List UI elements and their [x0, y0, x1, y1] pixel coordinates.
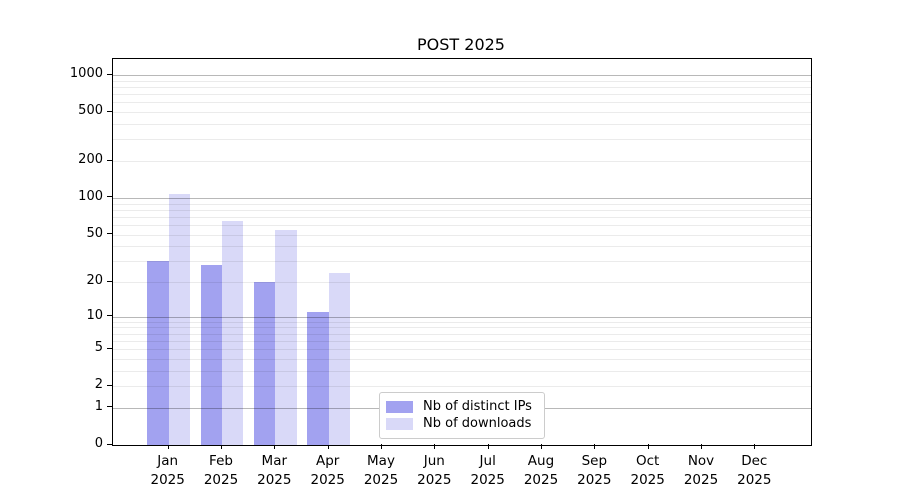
y-tick-mark	[107, 73, 112, 75]
legend-swatch-downloads	[386, 417, 413, 430]
y-tick-label: 10	[86, 307, 103, 323]
y-tick-label: 5	[94, 340, 103, 356]
y-tick-mark	[107, 347, 112, 349]
x-tick-mark	[221, 444, 222, 449]
y-tick-mark	[107, 384, 112, 386]
x-tick-label: May 2025	[363, 453, 399, 488]
y-tick-label: 50	[86, 225, 103, 241]
x-tick-label: Nov 2025	[683, 453, 719, 488]
y-tick-label: 1	[94, 398, 103, 414]
x-tick-label: Aug 2025	[523, 453, 559, 488]
y-tick-label: 1000	[69, 66, 103, 82]
legend-label-distinct-ips: Nb of distinct IPs	[423, 399, 532, 414]
y-tick-label: 100	[78, 188, 103, 204]
x-tick-mark	[541, 444, 542, 449]
bar-distinct-ips-mar-2025	[254, 282, 276, 445]
y-tick-mark	[107, 443, 112, 445]
plot-area: Nb of distinct IPs Nb of downloads	[112, 58, 812, 446]
bar-downloads-mar-2025	[275, 230, 297, 445]
x-tick-label: Dec 2025	[737, 453, 772, 488]
y-tick-mark	[107, 159, 112, 161]
legend-item-distinct-ips: Nb of distinct IPs	[386, 398, 536, 415]
x-tick-label: Jun 2025	[417, 453, 452, 488]
y-tick-label: 200	[78, 152, 103, 167]
y-tick-mark	[107, 233, 112, 234]
bar-distinct-ips-jan-2025	[147, 261, 169, 445]
y-tick-mark	[107, 196, 112, 198]
legend-item-downloads: Nb of downloads	[386, 415, 536, 432]
y-tick-mark	[107, 110, 112, 112]
x-tick-label: Mar 2025	[257, 453, 292, 488]
x-tick-mark	[487, 444, 489, 449]
bar-downloads-apr-2025	[328, 272, 350, 445]
x-tick-mark	[381, 444, 382, 449]
y-tick-mark	[107, 315, 112, 317]
legend-swatch-distinct-ips	[386, 400, 413, 413]
x-tick-label: Feb 2025	[203, 453, 239, 488]
x-tick-mark	[327, 444, 329, 449]
y-tick-label: 2	[94, 377, 103, 393]
bar-downloads-feb-2025	[222, 220, 244, 445]
x-tick-label: Oct 2025	[630, 453, 665, 488]
bar-distinct-ips-feb-2025	[200, 264, 222, 445]
bars-layer	[113, 59, 811, 445]
x-tick-mark	[647, 444, 649, 449]
x-tick-label: Jul 2025	[470, 453, 505, 488]
x-tick-label: Jan 2025	[150, 453, 185, 488]
x-tick-mark	[274, 444, 276, 449]
x-tick-mark	[594, 444, 596, 449]
y-tick-label: 20	[86, 273, 103, 288]
y-tick-label: 0	[94, 436, 103, 451]
y-tick-mark	[107, 280, 112, 282]
bar-distinct-ips-apr-2025	[307, 311, 329, 445]
bar-downloads-jan-2025	[168, 194, 190, 445]
x-tick-label: Sep 2025	[577, 453, 612, 488]
x-tick-label: Apr 2025	[310, 453, 345, 488]
y-tick-mark	[107, 406, 112, 408]
chart-title: POST 2025	[417, 35, 505, 54]
y-tick-label: 500	[78, 103, 103, 119]
x-tick-mark	[754, 444, 756, 449]
legend-label-downloads: Nb of downloads	[423, 416, 532, 431]
x-tick-mark	[434, 444, 436, 449]
x-tick-mark	[701, 444, 702, 449]
x-tick-mark	[167, 444, 169, 449]
legend: Nb of distinct IPs Nb of downloads	[379, 392, 545, 439]
